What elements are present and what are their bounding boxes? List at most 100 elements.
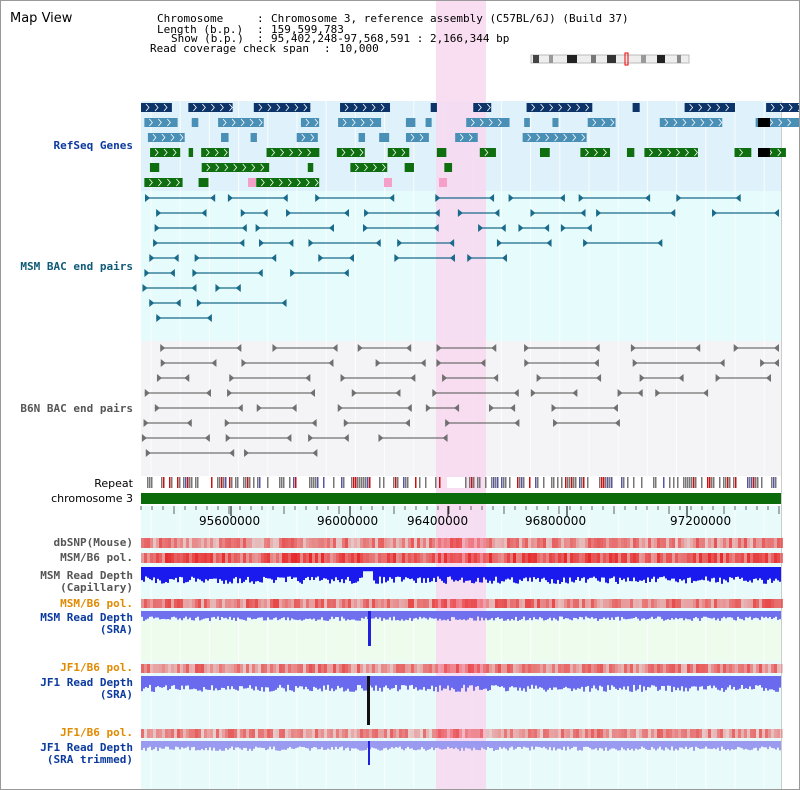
gene-strand-tick [163,148,168,157]
read-depth-bar [775,567,777,579]
polymorphism-heat-cell [198,553,201,563]
read-depth-bar [171,567,173,580]
read-depth-bar [773,567,775,581]
read-depth-bar [191,676,193,690]
polymorphism-heat-cell [579,599,582,608]
gene-strand-tick [294,103,299,112]
read-depth-bar [355,567,357,583]
polymorphism-heat-cell [720,538,723,548]
read-depth-bar [679,676,681,691]
polymorphism-heat-cell [780,729,783,738]
polymorphism-heat-cell [768,538,771,548]
bac-end-marker [175,299,181,307]
read-depth-bar [599,676,601,686]
read-depth-bar [763,676,765,691]
gene-feature [336,148,365,157]
read-depth-bar [319,611,321,620]
read-depth-bar [769,741,771,747]
read-depth-bar [515,741,517,749]
read-depth-bar [693,611,695,619]
polymorphism-heat-cell [504,599,507,608]
read-depth-bar [627,676,629,687]
polymorphism-heat-cell [738,599,741,608]
read-depth-bar [251,676,253,689]
gene-strand-tick [296,178,301,187]
read-depth-bar [691,567,693,583]
gene-strand-tick [341,148,346,157]
read-depth-bar [711,741,713,750]
polymorphism-heat-cell [447,729,450,738]
polymorphism-heat-cell [393,664,396,673]
gene-feature [763,148,786,157]
read-depth-bar [615,676,617,689]
polymorphism-heat-cell [708,538,711,548]
read-depth-bar [389,741,391,749]
read-depth-bar [731,676,733,690]
read-depth-bar [395,611,397,621]
read-depth-bar [559,611,561,617]
gene-strand-tick [484,148,489,157]
polymorphism-heat-cell [516,599,519,608]
bac-end-marker [508,194,514,202]
read-depth-bar [571,676,573,692]
polymorphism-heat-cell [780,664,783,673]
bac-end-marker [524,344,530,352]
read-depth-bar [229,611,231,617]
read-depth-bar [307,567,309,577]
read-depth-bar [221,676,223,688]
polymorphism-heat-cell [243,729,246,738]
read-depth-bar [289,676,291,691]
read-depth-bar [695,676,697,687]
polymorphism-heat-cell [486,729,489,738]
gene-strand-tick [359,148,364,157]
read-depth-bar [615,741,617,750]
read-depth-bar [695,567,697,582]
read-depth-bar [465,676,467,692]
gene-strand-tick [592,118,597,127]
polymorphism-heat-cell [720,664,723,673]
polymorphism-heat-cell [738,729,741,738]
read-depth-bar [703,567,705,581]
read-depth-bar [717,567,719,582]
read-depth-bar [223,567,225,584]
gene-feature [307,163,314,172]
read-depth-bar [497,676,499,687]
read-depth-spike [368,741,370,765]
polymorphism-heat-cell [591,664,594,673]
gene-feature [405,118,416,127]
polymorphism-heat-cell [552,729,555,738]
polymorphism-heat-cell [435,664,438,673]
polymorphism-heat-cell [195,599,198,608]
read-depth-bar [503,567,505,582]
polymorphism-heat-cell [252,599,255,608]
gene-strand-tick [707,103,712,112]
read-depth-bar [771,567,773,583]
polymorphism-heat-cell [699,538,702,548]
msm-capillary-sublabel: (Capillary) [60,581,133,594]
read-depth-bar [757,567,759,581]
polymorphism-heat-cell [240,553,243,563]
bac-end-marker [712,209,718,217]
read-depth-bar [735,741,737,750]
polymorphism-heat-cell [717,599,720,608]
read-depth-bar [467,676,469,688]
bac-end-marker [510,404,516,412]
read-depth-bar [341,611,343,617]
read-depth-bar [319,567,321,581]
polymorphism-heat-cell [387,599,390,608]
read-depth-bar [637,741,639,750]
read-depth-bar [441,741,443,750]
read-depth-bar [737,611,739,617]
read-depth-bar [519,567,521,580]
read-depth-bar [309,676,311,691]
read-depth-bar [375,741,377,749]
polymorphism-heat-cell [450,599,453,608]
read-depth-bar [681,741,683,748]
polymorphism-heat-cell [330,538,333,548]
polymorphism-heat-cell [483,664,486,673]
polymorphism-heat-cell [162,664,165,673]
polymorphism-heat-cell [699,664,702,673]
polymorphism-heat-cell [402,599,405,608]
polymorphism-heat-cell [144,538,147,548]
repeat-mark [569,477,571,488]
